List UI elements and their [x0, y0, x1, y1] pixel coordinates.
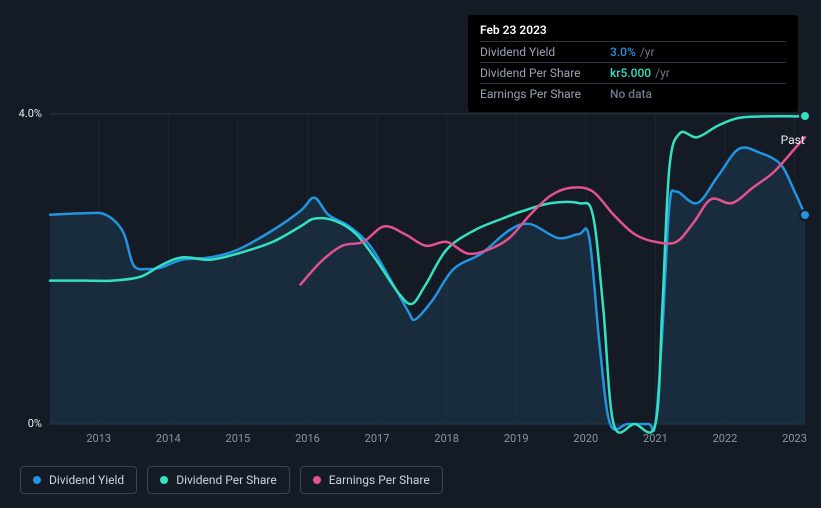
legend-item-dividend-yield[interactable]: Dividend Yield: [20, 466, 137, 494]
legend-item-earnings-per-share[interactable]: Earnings Per Share: [300, 466, 443, 494]
legend-dot-icon: [33, 476, 41, 484]
series-end-marker: [801, 211, 809, 219]
y-tick-label: 4.0%: [0, 107, 42, 120]
tooltip-key: Dividend Per Share: [480, 66, 610, 80]
x-tick-label: 2023: [782, 432, 807, 445]
x-tick-label: 2017: [365, 432, 390, 445]
legend-dot-icon: [160, 476, 168, 484]
legend-item-dividend-per-share[interactable]: Dividend Per Share: [147, 466, 290, 494]
y-tick-label: 0%: [0, 417, 42, 430]
tooltip-date: Feb 23 2023: [480, 23, 786, 37]
tooltip-row: Earnings Per ShareNo data: [480, 83, 786, 104]
x-tick-label: 2016: [295, 432, 320, 445]
tooltip-key: Dividend Yield: [480, 45, 610, 59]
chart-tooltip: Feb 23 2023 Dividend Yield3.0%/yrDividen…: [468, 15, 798, 112]
x-tick-label: 2015: [226, 432, 251, 445]
tooltip-row: Dividend Per Sharekr5.000/yr: [480, 62, 786, 83]
legend-dot-icon: [313, 476, 321, 484]
x-tick-label: 2019: [504, 432, 529, 445]
legend-label: Dividend Per Share: [176, 473, 277, 487]
tooltip-value: No data: [610, 87, 652, 101]
x-tick-label: 2020: [573, 432, 598, 445]
tooltip-value: kr5.000/yr: [610, 66, 670, 80]
legend-label: Dividend Yield: [49, 473, 124, 487]
x-tick-label: 2014: [156, 432, 181, 445]
past-label: Past: [781, 133, 805, 147]
legend-label: Earnings Per Share: [329, 473, 430, 487]
tooltip-key: Earnings Per Share: [480, 87, 610, 101]
tooltip-value: 3.0%/yr: [610, 45, 655, 59]
tooltip-row: Dividend Yield3.0%/yr: [480, 41, 786, 62]
x-tick-label: 2018: [434, 432, 459, 445]
x-tick-label: 2013: [86, 432, 111, 445]
x-tick-label: 2021: [643, 432, 668, 445]
x-tick-label: 2022: [713, 432, 738, 445]
series-end-marker: [801, 112, 809, 120]
chart-legend: Dividend Yield Dividend Per Share Earnin…: [20, 466, 443, 494]
